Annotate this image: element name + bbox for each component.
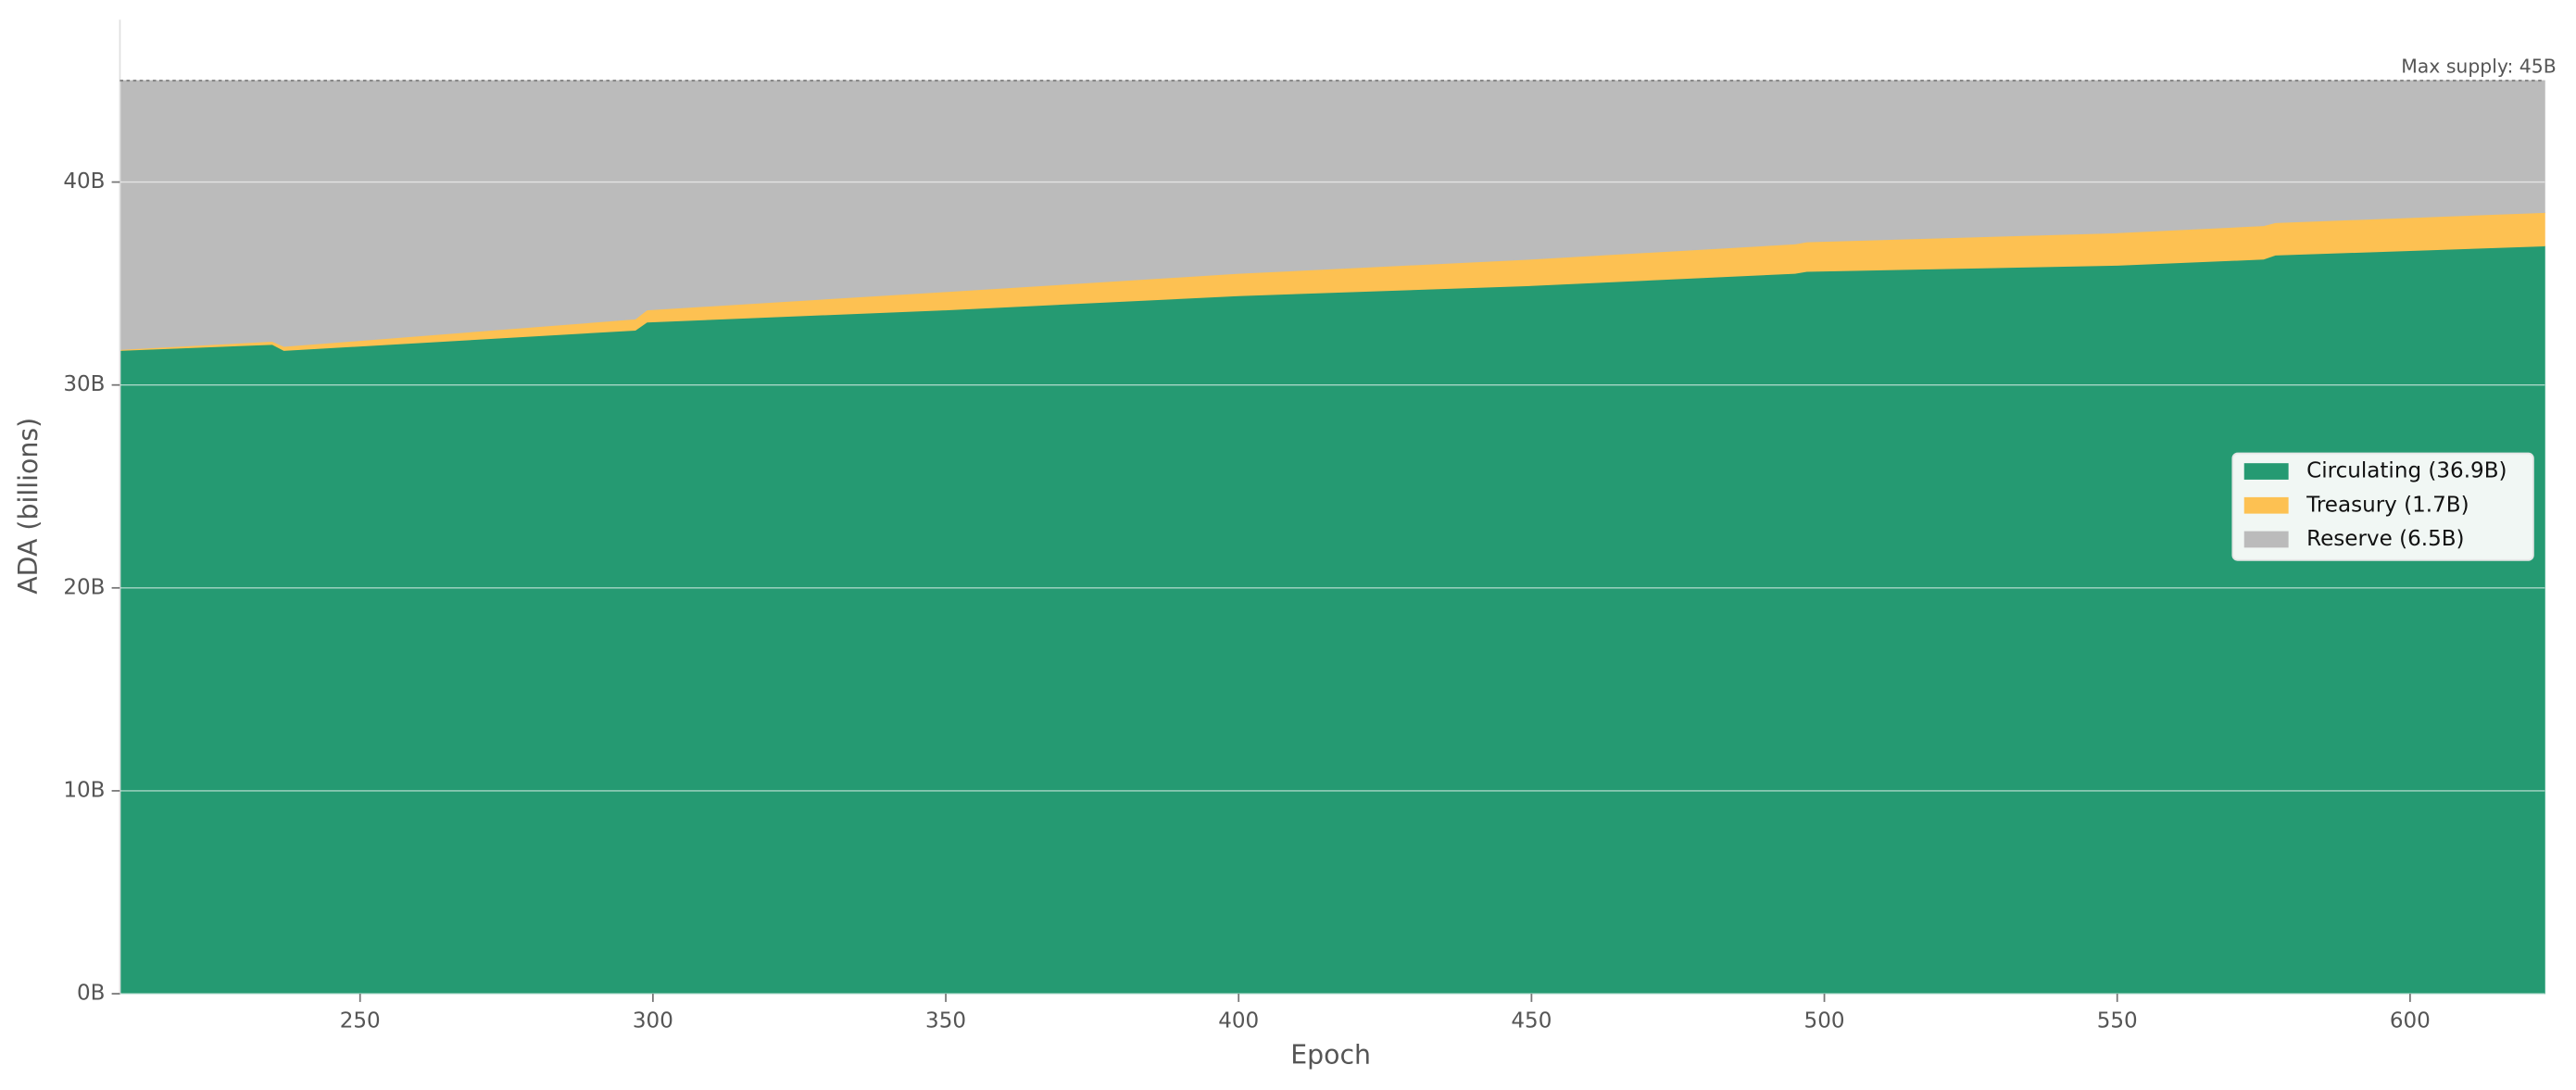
legend-label: Reserve (6.5B) — [2306, 527, 2464, 551]
areas — [119, 80, 2545, 995]
area — [119, 245, 2545, 995]
area — [119, 80, 2545, 350]
y-axis-label: ADA (billions) — [13, 418, 44, 595]
y-tick-label: 20B — [63, 575, 105, 599]
legend-box — [2231, 452, 2534, 561]
max-supply-annotation: Max supply: 45B — [2401, 56, 2556, 78]
y-tick-label: 30B — [63, 372, 105, 396]
overlay: 0B 10B 20B 30B 40B 250 300 350 400 450 500 550 600 — [63, 19, 2545, 1034]
x-tick-label: 550 — [2097, 1009, 2138, 1034]
legend-label: Circulating (36.9B) — [2306, 459, 2507, 483]
legend: Circulating (36.9B) Treasury (1.7B) Reserv… — [2231, 452, 2534, 561]
y-tick-label: 10B — [63, 778, 105, 802]
y-tick-label: 40B — [63, 169, 105, 194]
x-axis-label: Epoch — [1290, 1039, 1371, 1070]
legend-swatch — [2243, 531, 2289, 548]
x-tick-label: 450 — [1511, 1009, 1552, 1034]
x-tick-label: 500 — [1804, 1009, 1845, 1034]
y-tick-label: 0B — [77, 982, 105, 1006]
x-tick-label: 250 — [340, 1009, 381, 1034]
legend-label: Treasury (1.7B) — [2306, 493, 2469, 517]
x-tick-label: 300 — [633, 1009, 673, 1034]
x-tick-label: 400 — [1218, 1009, 1259, 1034]
x-tick-label: 350 — [925, 1009, 966, 1034]
x-tick-label: 600 — [2390, 1009, 2431, 1034]
legend-swatch — [2243, 463, 2289, 480]
legend-swatch — [2243, 496, 2289, 514]
